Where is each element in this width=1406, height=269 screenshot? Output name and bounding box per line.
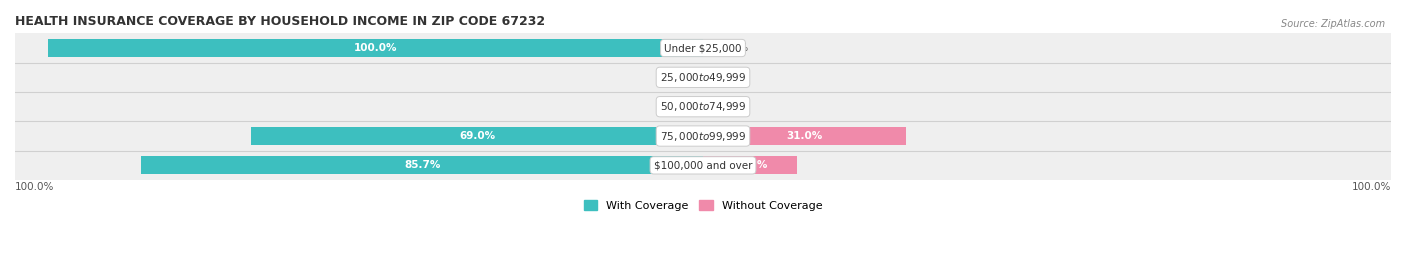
Bar [250, 127, 703, 145]
Text: Source: ZipAtlas.com: Source: ZipAtlas.com [1281, 19, 1385, 29]
Bar [15, 63, 1391, 92]
Legend: With Coverage, Without Coverage: With Coverage, Without Coverage [579, 196, 827, 215]
Text: $100,000 and over: $100,000 and over [654, 160, 752, 170]
Bar [15, 151, 1391, 180]
Text: 100.0%: 100.0% [354, 43, 396, 53]
Bar [15, 92, 1391, 121]
Text: 14.3%: 14.3% [731, 160, 768, 170]
Text: $25,000 to $49,999: $25,000 to $49,999 [659, 71, 747, 84]
Text: HEALTH INSURANCE COVERAGE BY HOUSEHOLD INCOME IN ZIP CODE 67232: HEALTH INSURANCE COVERAGE BY HOUSEHOLD I… [15, 15, 546, 28]
Text: 0.0%: 0.0% [723, 72, 749, 82]
Bar [48, 39, 703, 57]
Bar [15, 33, 1391, 63]
Text: 0.0%: 0.0% [657, 72, 683, 82]
Text: Under $25,000: Under $25,000 [664, 43, 742, 53]
Text: $50,000 to $74,999: $50,000 to $74,999 [659, 100, 747, 113]
Bar [15, 121, 1391, 151]
Text: 0.0%: 0.0% [723, 43, 749, 53]
Bar [703, 127, 905, 145]
Text: 31.0%: 31.0% [786, 131, 823, 141]
Text: 0.0%: 0.0% [657, 102, 683, 112]
Text: 69.0%: 69.0% [458, 131, 495, 141]
Bar [142, 156, 703, 175]
Bar [703, 156, 797, 175]
Text: 0.0%: 0.0% [723, 102, 749, 112]
Text: $75,000 to $99,999: $75,000 to $99,999 [659, 130, 747, 143]
Text: 85.7%: 85.7% [404, 160, 440, 170]
Text: 100.0%: 100.0% [15, 182, 55, 192]
Text: 100.0%: 100.0% [1351, 182, 1391, 192]
